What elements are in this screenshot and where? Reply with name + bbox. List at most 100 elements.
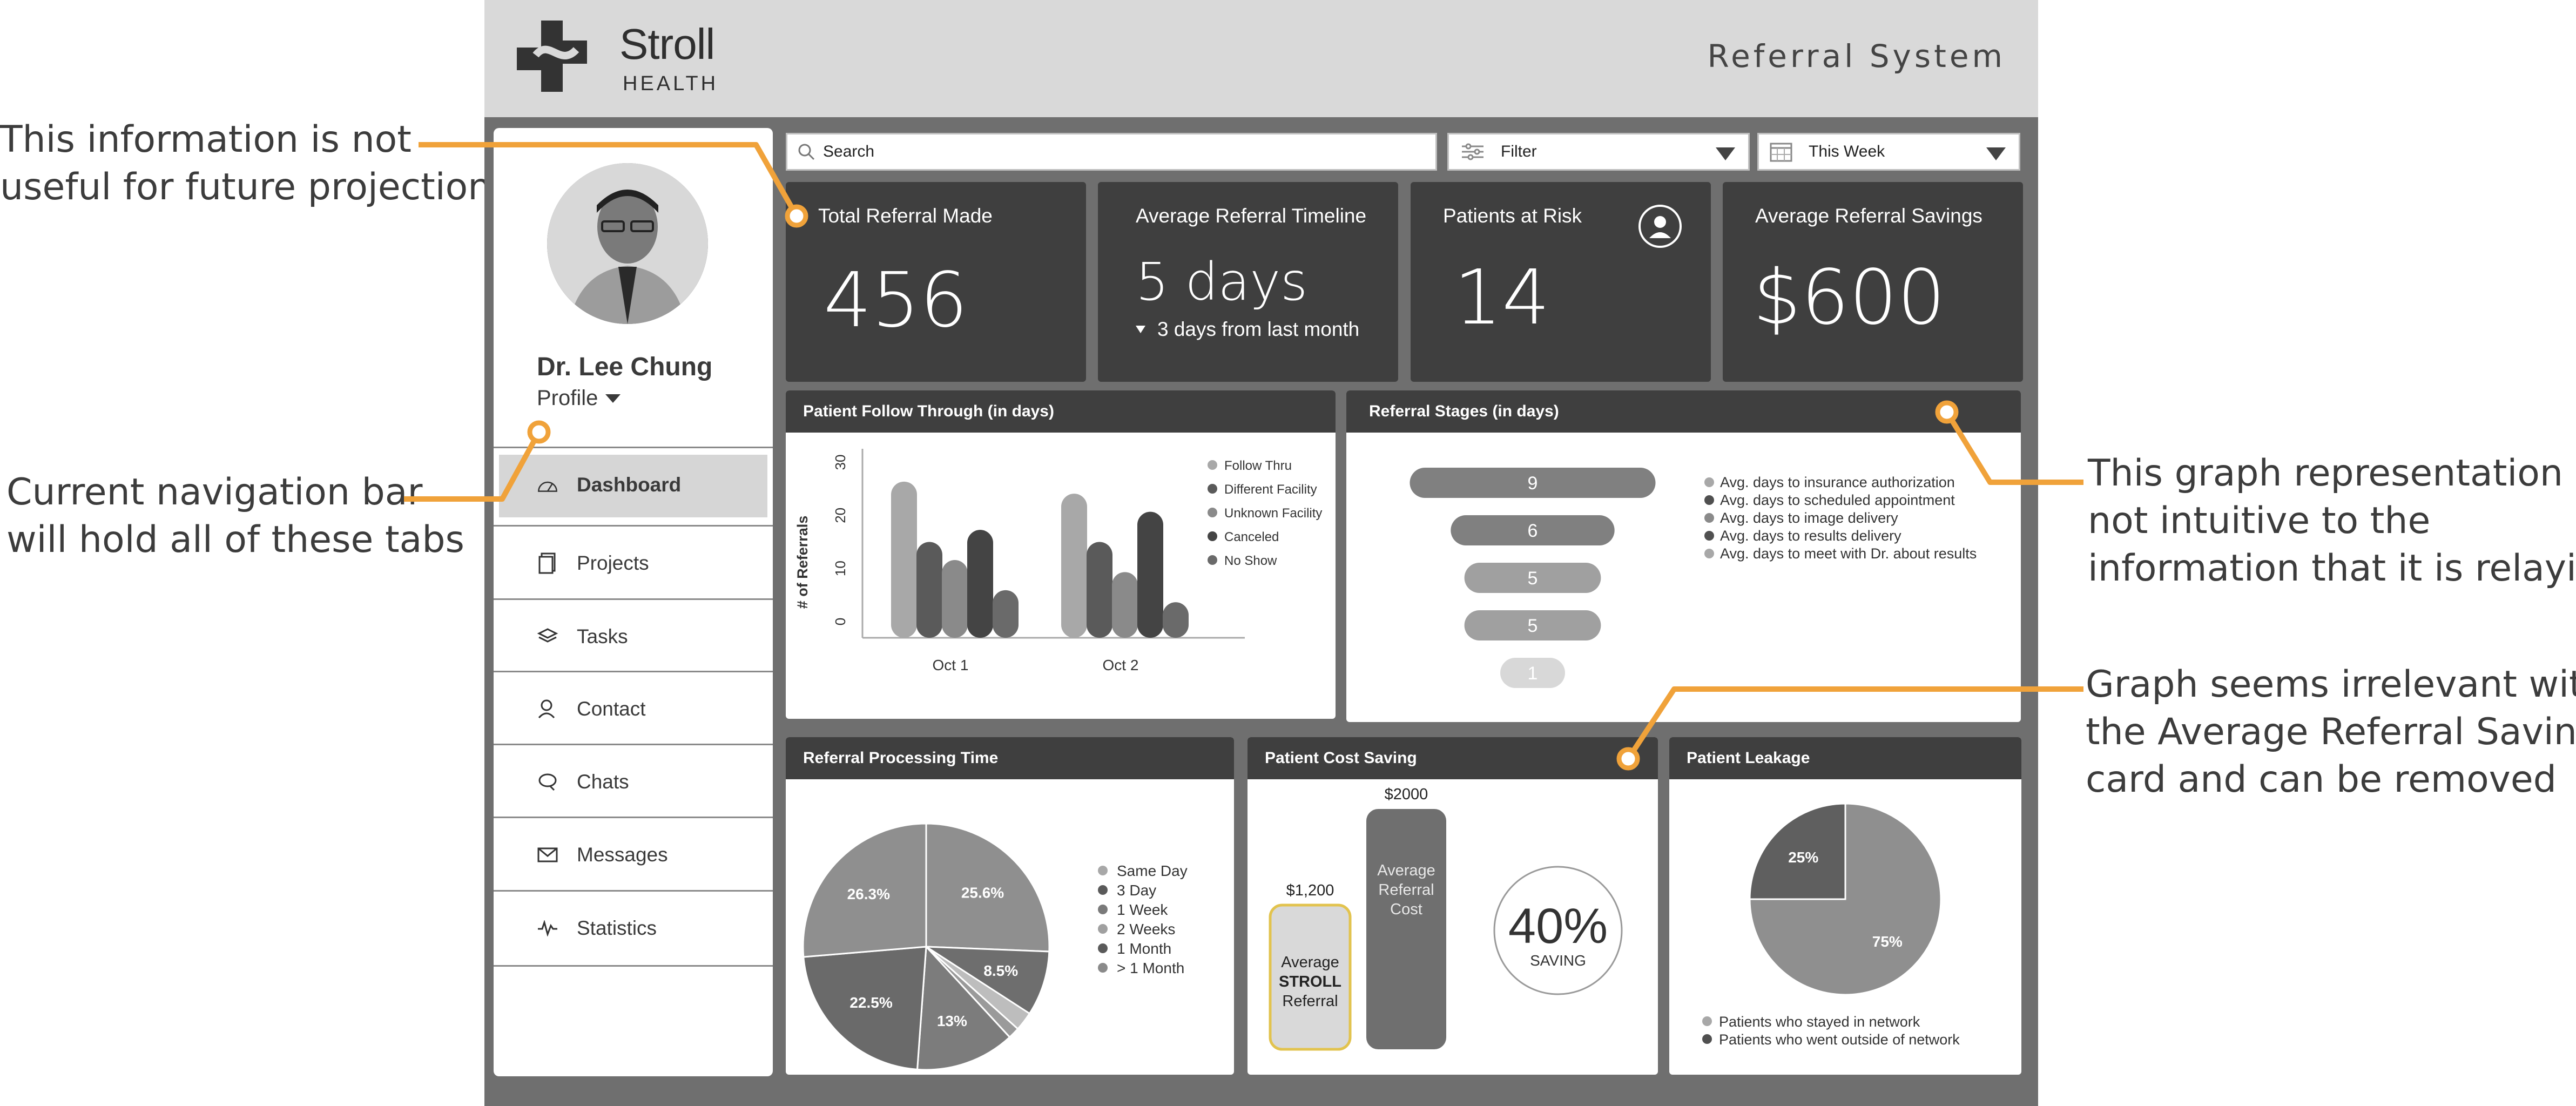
pie-slice-label: 22.5% — [849, 994, 892, 1011]
referral-stages-chart: 9 6 5 5 1 Avg. days to insurance authorizatio… — [1410, 468, 1977, 688]
panel-referral-stages: Referral Stages (in days) 9 6 5 5 1 Avg. days… — [1346, 390, 2021, 722]
legend-marker — [1098, 943, 1108, 953]
legend-marker — [1098, 885, 1108, 895]
date-range-dropdown[interactable]: This Week — [1757, 133, 2020, 171]
kpi-average-timeline[interactable]: Average Referral Timeline 5 days 3 days … — [1098, 182, 1398, 382]
nav-item-tasks[interactable]: Tasks — [494, 598, 773, 673]
cost-bar-value: $2000 — [1385, 786, 1428, 803]
pie-slice — [803, 946, 927, 1071]
kpi-title: Total Referral Made — [818, 205, 993, 227]
pie-slice-label: 26.3% — [847, 886, 890, 902]
top-bar: Stroll HEALTH Referral System — [484, 0, 2038, 117]
kpi-value: 5 days — [1136, 252, 1308, 312]
annotation-graph-not-intuitive: This graph representation is not intuiti… — [2088, 450, 2576, 592]
sliders-icon — [1461, 143, 1485, 161]
annotation-nav-bar: Current navigation bar will hold all of … — [6, 469, 464, 564]
annotation-graph-irrelevant: Graph seems irrelevant with the Average … — [2086, 661, 2576, 804]
funnel-stage — [1464, 610, 1601, 640]
saving-label: SAVING — [1530, 952, 1586, 969]
funnel-stage — [1464, 563, 1601, 593]
panel-leakage: Patient Leakage 75% 25% Patients who staye… — [1669, 737, 2021, 1075]
nav-label: Projects — [577, 552, 649, 574]
nav-item-contact[interactable]: Contact — [494, 671, 773, 746]
avatar[interactable] — [547, 163, 708, 324]
search-input[interactable]: Search — [786, 133, 1437, 171]
legend-label: No Show — [1224, 554, 1277, 568]
annotation-line: information that it is relaying — [2088, 547, 2576, 590]
kpi-average-savings[interactable]: Average Referral Savings $600 — [1723, 182, 2023, 382]
logo-icon — [511, 16, 592, 97]
legend-marker — [1702, 1034, 1712, 1044]
pie-slice-label: 8.5% — [983, 962, 1018, 979]
nav-item-projects[interactable]: Projects — [494, 525, 773, 600]
legend-marker — [1098, 905, 1108, 914]
legend-marker — [1098, 866, 1108, 875]
logo-subtitle: HEALTH — [623, 72, 719, 95]
contact-icon — [537, 698, 558, 720]
saving-percent: 40% — [1508, 899, 1608, 954]
nav-label: Tasks — [577, 625, 628, 648]
legend-marker — [1098, 963, 1108, 973]
pie-slice-label: 25% — [1788, 849, 1818, 866]
panel-processing-time: Referral Processing Time 25.6% 8.5% 13% 22.… — [786, 737, 1234, 1075]
pie-slice-label: 75% — [1872, 933, 1903, 950]
legend-label: 1 Month — [1117, 940, 1171, 957]
funnel-stage-label: 9 — [1528, 473, 1538, 494]
funnel-stage-label: 5 — [1528, 568, 1538, 589]
calendar-icon — [1770, 141, 1792, 162]
caret-down-icon — [1716, 147, 1735, 160]
nav-item-dashboard[interactable]: Dashboard — [494, 447, 773, 522]
bar — [1137, 511, 1163, 638]
funnel-stage-label: 6 — [1528, 521, 1538, 541]
kpi-value: 14 — [1454, 254, 1550, 342]
legend-label: Avg. days to meet with Dr. about results — [1720, 545, 1977, 562]
profile-menu[interactable]: Profile — [537, 386, 621, 410]
bar — [1087, 542, 1112, 638]
pie-slice-label: 25.6% — [961, 885, 1004, 901]
panel-title: Referral Processing Time — [786, 737, 1234, 779]
annotation-line: useful for future projections — [0, 166, 510, 208]
legend-label: Different Facility — [1224, 482, 1317, 497]
legend-label: Follow Thru — [1224, 458, 1292, 473]
y-axis-label: # of Referrals — [794, 516, 811, 609]
legend-label: 1 Week — [1117, 901, 1168, 918]
legend-marker — [1208, 531, 1217, 541]
legend-label: Avg. days to scheduled appointment — [1720, 492, 1955, 508]
legend-marker — [1704, 513, 1714, 523]
bar — [1163, 602, 1189, 638]
gauge-icon — [537, 474, 558, 496]
filter-dropdown[interactable]: Filter — [1447, 133, 1750, 171]
caret-down-icon — [1986, 147, 2006, 160]
legend-label: Patients who stayed in network — [1719, 1014, 1920, 1030]
sidebar: Dr. Lee Chung Profile Dashboard Projects… — [494, 128, 773, 1076]
legend-label: Same Day — [1117, 862, 1188, 879]
nav-label: Messages — [577, 844, 668, 866]
legend-marker — [1704, 495, 1714, 505]
legend-marker — [1704, 477, 1714, 487]
funnel-stage — [1500, 658, 1565, 688]
legend-label: Avg. days to insurance authorization — [1720, 474, 1955, 490]
chat-icon — [537, 771, 558, 793]
x-tick-label: Oct 1 — [933, 657, 969, 673]
bar — [1061, 494, 1087, 638]
nav-item-chats[interactable]: Chats — [494, 744, 773, 819]
nav-item-messages[interactable]: Messages — [494, 817, 773, 892]
cost-bar-label: Cost — [1390, 901, 1422, 918]
search-placeholder: Search — [823, 143, 875, 160]
caret-down-icon — [605, 394, 621, 403]
kpi-patients-at-risk[interactable]: Patients at Risk 14 — [1411, 182, 1711, 382]
kpi-total-referrals[interactable]: Total Referral Made 456 — [786, 182, 1086, 382]
panel-follow-through: Patient Follow Through (in days) 0 10 20 30… — [786, 390, 1336, 719]
layers-icon — [537, 626, 558, 648]
annotation-line: will hold all of these tabs — [6, 518, 464, 561]
logo-name: Stroll — [619, 20, 715, 68]
nav-item-statistics[interactable]: Statistics — [494, 890, 773, 967]
legend-label: 2 Weeks — [1117, 921, 1175, 938]
panel-title: Referral Stages (in days) — [1346, 390, 2021, 433]
legend-marker — [1208, 555, 1217, 565]
panel-title: Patient Leakage — [1669, 737, 2021, 779]
legend-marker — [1208, 484, 1217, 494]
funnel-stage-label: 1 — [1528, 663, 1538, 684]
kpi-trend: 3 days from last month — [1136, 318, 1359, 341]
annotation-line: This information is not — [0, 118, 412, 161]
